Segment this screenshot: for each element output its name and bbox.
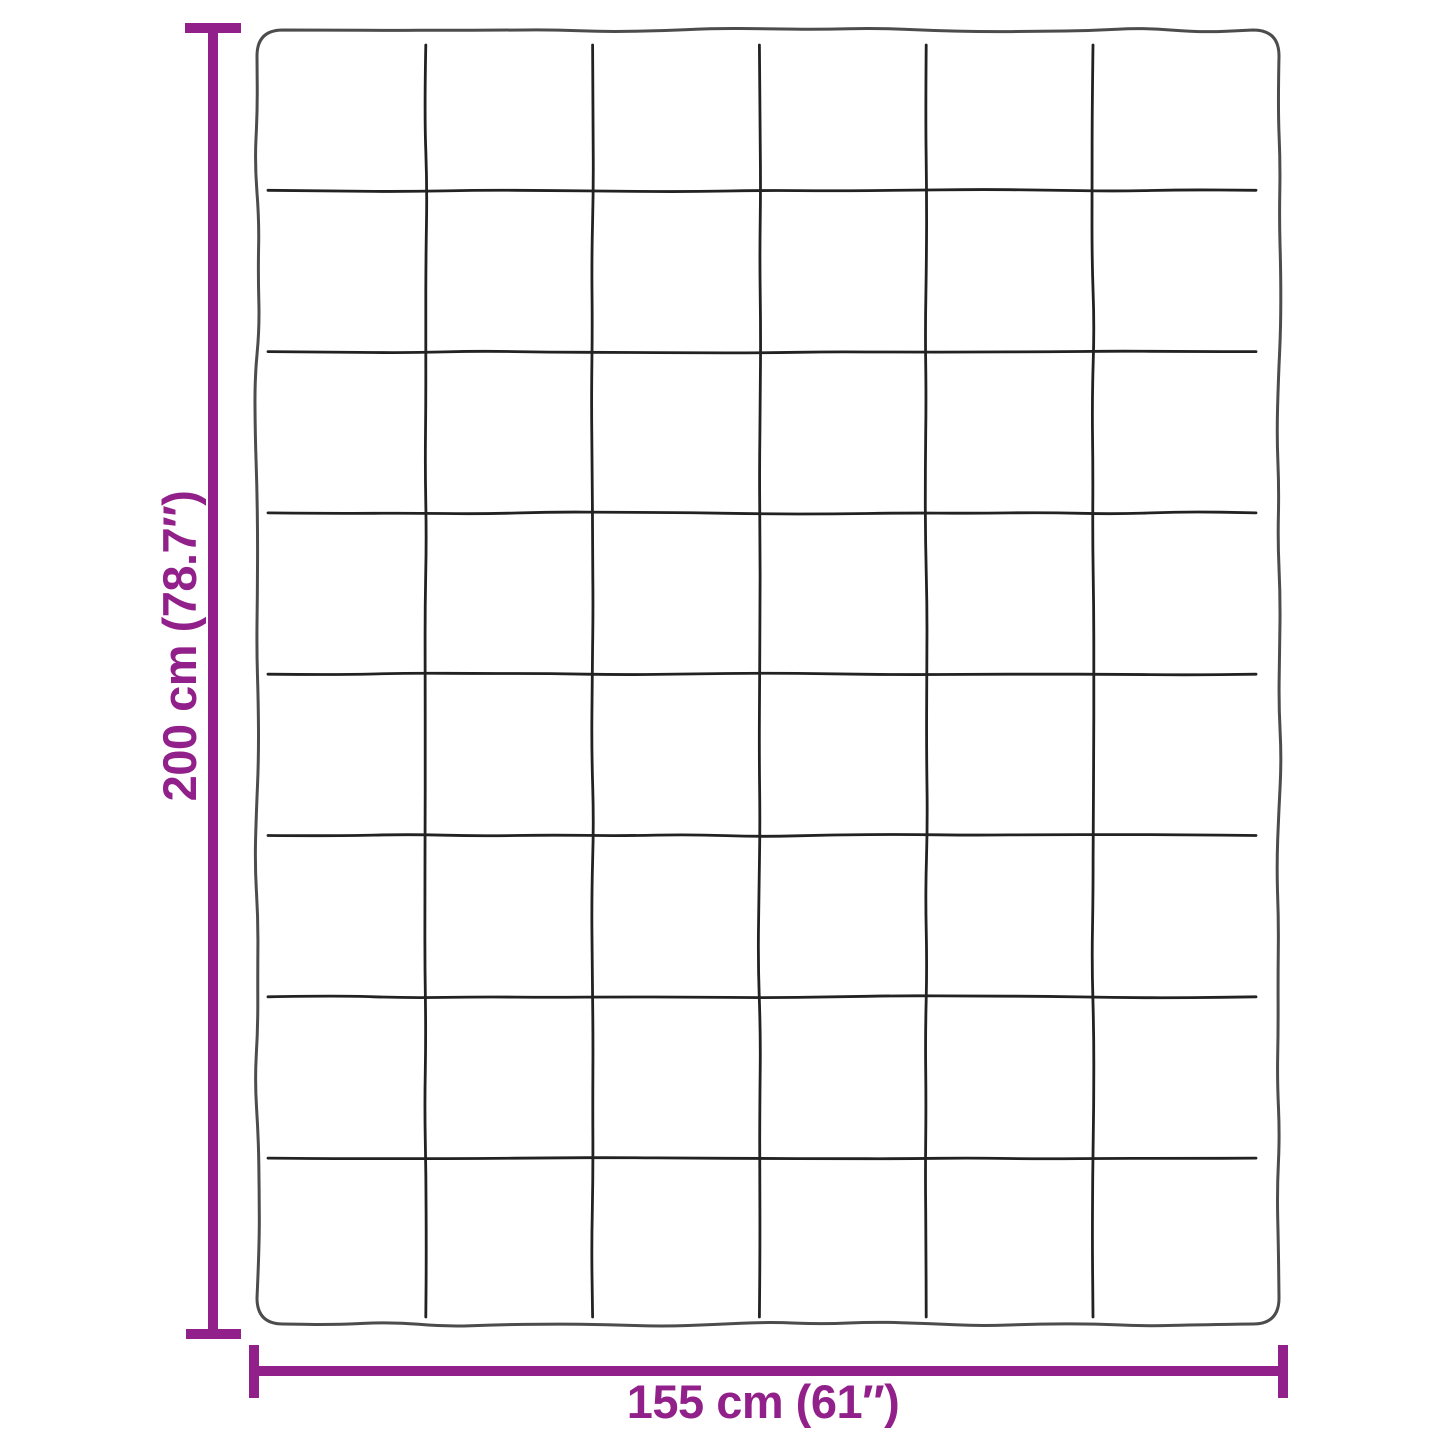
height-dimension	[185, 23, 241, 1339]
quilt-grid-line-horizontal	[266, 994, 1258, 1000]
blanket-outline-path	[253, 26, 1283, 1328]
quilt-grid-line-horizontal	[266, 188, 1258, 193]
height-dimension-label: 200 cm (78.7″)	[153, 490, 206, 802]
quilt-grid-line-vertical	[590, 43, 595, 1319]
quilt-grid-line-horizontal	[266, 1156, 1258, 1161]
quilt-grid-line-horizontal	[266, 510, 1258, 516]
quilt-grid	[266, 43, 1258, 1319]
width-dimension-label: 155 cm (61″)	[626, 1375, 900, 1428]
quilt-grid-line-vertical	[756, 43, 762, 1319]
quilt-grid-line-vertical	[1090, 43, 1096, 1319]
width-dimension	[249, 1345, 1288, 1398]
quilt-grid-line-horizontal	[266, 833, 1258, 838]
quilt-grid-line-vertical	[923, 43, 929, 1319]
quilt-grid-line-horizontal	[266, 671, 1258, 677]
blanket-outline	[253, 26, 1283, 1328]
quilt-grid-line-horizontal	[266, 349, 1258, 355]
quilt-grid-line-vertical	[423, 43, 429, 1319]
